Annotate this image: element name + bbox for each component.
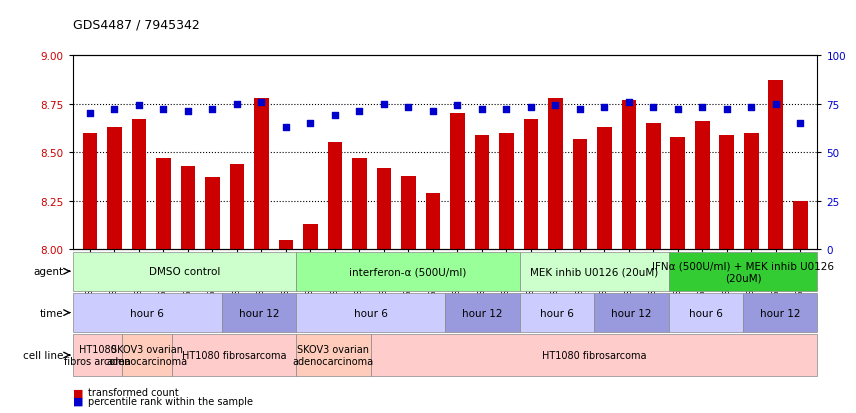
Point [377, 101, 390, 107]
Text: hour 6: hour 6 [689, 308, 722, 318]
Point [720, 107, 734, 114]
Bar [524, 120, 538, 250]
Text: MEK inhib U0126 (20uM): MEK inhib U0126 (20uM) [530, 266, 658, 277]
Text: DMSO control: DMSO control [149, 266, 220, 277]
Point [622, 99, 636, 106]
Text: HT1080
fibros arcoma: HT1080 fibros arcoma [64, 344, 131, 366]
Text: agent: agent [33, 266, 63, 277]
Text: time: time [39, 308, 63, 318]
Text: transformed count: transformed count [88, 387, 179, 397]
Point [401, 105, 415, 112]
Point [108, 107, 122, 114]
Point [549, 103, 562, 109]
Point [83, 111, 97, 117]
Point [597, 105, 611, 112]
Bar [499, 133, 514, 250]
Bar [720, 135, 734, 250]
Text: hour 12: hour 12 [239, 308, 279, 318]
Point [254, 99, 268, 106]
Bar [670, 137, 685, 250]
Point [500, 107, 514, 114]
Text: HT1080 fibrosarcoma: HT1080 fibrosarcoma [181, 350, 287, 360]
Bar [254, 98, 269, 250]
Text: ■: ■ [73, 396, 83, 406]
Text: IFNα (500U/ml) + MEK inhib U0126
(20uM): IFNα (500U/ml) + MEK inhib U0126 (20uM) [652, 261, 834, 282]
Text: hour 12: hour 12 [611, 308, 651, 318]
Bar [793, 202, 808, 250]
Text: ■: ■ [73, 387, 83, 397]
Point [205, 107, 219, 114]
Bar [621, 100, 636, 250]
Bar [425, 194, 440, 250]
Bar [450, 114, 465, 250]
Text: hour 12: hour 12 [760, 308, 800, 318]
Point [304, 121, 318, 127]
Bar [352, 159, 366, 250]
Text: hour 6: hour 6 [354, 308, 388, 318]
Bar [548, 98, 562, 250]
Text: hour 12: hour 12 [462, 308, 502, 318]
Bar [377, 169, 391, 250]
Text: interferon-α (500U/ml): interferon-α (500U/ml) [349, 266, 467, 277]
Bar [597, 128, 612, 250]
Point [328, 113, 342, 119]
Point [646, 105, 660, 112]
Bar [401, 176, 416, 250]
Text: hour 6: hour 6 [540, 308, 574, 318]
Text: percentile rank within the sample: percentile rank within the sample [88, 396, 253, 406]
Bar [303, 225, 318, 250]
Bar [744, 133, 758, 250]
Point [353, 109, 366, 115]
Point [573, 107, 586, 114]
Point [794, 121, 807, 127]
Point [745, 105, 758, 112]
Point [671, 107, 685, 114]
Bar [156, 159, 170, 250]
Point [279, 124, 293, 131]
Point [695, 105, 709, 112]
Bar [695, 122, 710, 250]
Point [450, 103, 464, 109]
Point [157, 107, 170, 114]
Bar [82, 133, 98, 250]
Point [475, 107, 489, 114]
Text: SKOV3 ovarian
adenocarcinoma: SKOV3 ovarian adenocarcinoma [293, 344, 374, 366]
Point [524, 105, 538, 112]
Text: HT1080 fibrosarcoma: HT1080 fibrosarcoma [542, 350, 646, 360]
Bar [328, 143, 342, 250]
Point [132, 103, 146, 109]
Bar [769, 81, 783, 250]
Text: GDS4487 / 7945342: GDS4487 / 7945342 [73, 19, 199, 31]
Bar [229, 164, 244, 250]
Point [769, 101, 782, 107]
Bar [107, 128, 122, 250]
Point [426, 109, 440, 115]
Bar [646, 123, 661, 250]
Bar [205, 178, 220, 250]
Point [181, 109, 195, 115]
Bar [132, 120, 146, 250]
Text: hour 6: hour 6 [130, 308, 164, 318]
Bar [278, 240, 294, 250]
Text: cell line: cell line [23, 350, 63, 360]
Bar [474, 135, 490, 250]
Bar [573, 139, 587, 250]
Bar [181, 166, 195, 250]
Point [230, 101, 244, 107]
Text: SKOV3 ovarian
adenocarcinoma: SKOV3 ovarian adenocarcinoma [107, 344, 187, 366]
